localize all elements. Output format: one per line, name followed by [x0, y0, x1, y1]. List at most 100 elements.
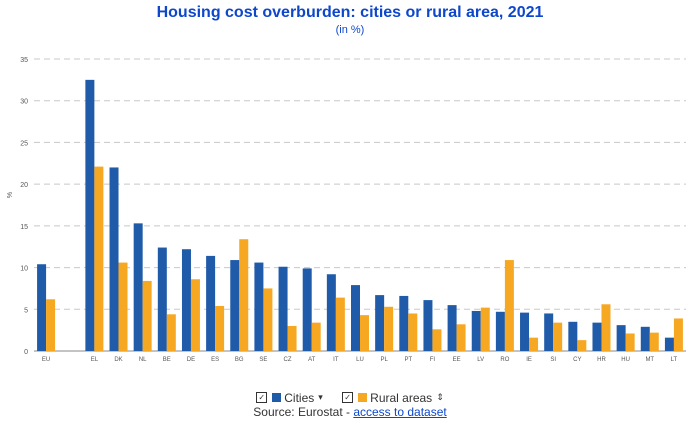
legend-item-rural-areas[interactable]: ✓ Rural areas ⇕ — [342, 391, 444, 405]
bar-rural-areas-lu — [360, 315, 369, 351]
bar-cities-el — [85, 79, 95, 351]
cities-checkbox-icon[interactable]: ✓ — [256, 392, 268, 403]
y-tick-label: 15 — [20, 224, 28, 231]
bar-cities-mt — [640, 326, 650, 351]
bar-rural-areas-si — [553, 322, 563, 351]
bar-rural-areas-be — [166, 314, 176, 351]
bar-cities-lu — [351, 285, 360, 351]
x-tick-label: NL — [139, 357, 147, 363]
x-tick-label: ES — [211, 357, 219, 363]
bar-rural-areas-pl — [384, 306, 394, 351]
bar-rural-areas-dk — [118, 262, 128, 351]
x-tick-label: HR — [597, 357, 606, 363]
bar-rural-areas-cy — [577, 340, 587, 351]
bar-rural-areas-nl — [142, 280, 152, 351]
chart-subtitle: (in %) — [335, 24, 365, 36]
bar-cities-ie — [520, 312, 530, 351]
x-tick-label: IT — [333, 357, 339, 363]
bar-rural-areas-hr — [601, 304, 611, 351]
bar-cities-eu — [37, 264, 47, 351]
bar-cities-si — [544, 313, 554, 351]
bar-rural-areas-es — [215, 305, 225, 351]
chart-title: Housing cost overburden: cities or rural… — [156, 4, 544, 21]
x-tick-label: AT — [308, 357, 316, 363]
bar-cities-cz — [278, 266, 288, 351]
x-tick-label: IE — [526, 357, 532, 363]
x-tick-label: MT — [645, 357, 654, 363]
x-tick-label: EE — [453, 357, 461, 363]
y-tick-label: 25 — [20, 140, 28, 147]
rural-checkbox-icon[interactable]: ✓ — [342, 392, 354, 403]
bar-cities-lt — [664, 337, 674, 351]
x-tick-label: HU — [621, 357, 630, 363]
rural-swatch — [358, 393, 368, 402]
bar-rural-areas-lt — [673, 318, 683, 351]
bar-rural-areas-mt — [649, 332, 659, 351]
bar-cities-ee — [447, 305, 457, 351]
bar-rural-areas-cz — [287, 325, 297, 351]
bar-rural-areas-ee — [456, 324, 466, 351]
x-tick-label: BG — [235, 357, 244, 363]
y-axis-label: % — [7, 192, 14, 198]
bar-cities-de — [181, 249, 191, 351]
bar-cities-hr — [592, 322, 602, 351]
bar-cities-se — [254, 262, 264, 351]
bar-rural-areas-ie — [529, 337, 539, 351]
rural-areas-label: Rural areas — [370, 390, 433, 405]
y-tick-label: 5 — [24, 307, 28, 314]
cities-label: Cities — [284, 390, 315, 405]
bar-rural-areas-pt — [408, 313, 418, 351]
bar-cities-hu — [616, 325, 626, 351]
x-tick-label: LT — [671, 357, 678, 363]
bar-chart: 0 5 10 15 20 25 30 35% EU EL DK NL BE DE ES BG SE CZ AT IT L… — [7, 57, 686, 363]
bar-rural-areas-hu — [625, 333, 635, 351]
bar-cities-be — [157, 247, 167, 351]
bar-rural-areas-de — [190, 279, 200, 351]
x-tick-label: SI — [550, 357, 556, 363]
x-tick-label: CZ — [284, 357, 292, 363]
x-tick-label: CY — [573, 357, 581, 363]
bar-rural-areas-el — [94, 166, 104, 351]
bar-cities-pl — [375, 295, 385, 351]
x-tick-label: DK — [114, 357, 122, 363]
bar-cities-pt — [399, 295, 409, 351]
x-tick-label: PT — [404, 357, 412, 363]
bar-cities-cy — [568, 321, 578, 351]
y-tick-label: 0 — [24, 349, 28, 356]
source-line: Source: Eurostat - access to dataset — [0, 405, 700, 419]
bar-cities-dk — [109, 167, 119, 351]
bar-rural-areas-eu — [46, 299, 56, 351]
x-tick-label: FI — [430, 357, 436, 363]
source-prefix: Source: Eurostat - — [253, 405, 354, 419]
y-tick-label: 35 — [20, 57, 28, 64]
x-tick-label: EU — [42, 357, 50, 363]
bar-rural-areas-it — [335, 297, 345, 351]
bar-cities-nl — [133, 223, 143, 351]
x-tick-label: LV — [477, 357, 484, 363]
x-tick-label: SE — [259, 357, 267, 363]
bar-rural-areas-lv — [480, 307, 490, 351]
y-tick-label: 10 — [20, 266, 28, 273]
bar-rural-areas-ro — [504, 260, 514, 351]
y-tick-label: 30 — [20, 99, 28, 106]
bar-cities-fi — [423, 300, 433, 351]
access-to-dataset-link[interactable]: access to dataset — [353, 405, 447, 419]
sort-down-icon[interactable]: ▾ — [318, 392, 323, 402]
bar-rural-areas-se — [263, 288, 273, 351]
x-tick-label: EL — [91, 357, 99, 363]
bar-cities-ro — [495, 311, 505, 351]
legend-item-cities[interactable]: ✓ Cities ▾ — [256, 391, 323, 405]
bar-rural-areas-at — [311, 322, 321, 351]
legend: ✓ Cities ▾ ✓ Rural areas ⇕ — [0, 389, 700, 405]
bar-cities-it — [326, 274, 336, 351]
bar-cities-lv — [471, 310, 481, 351]
cities-swatch — [272, 393, 282, 402]
bar-rural-areas-fi — [432, 329, 442, 351]
x-tick-label: RO — [500, 357, 509, 363]
x-tick-label: BE — [163, 357, 171, 363]
bar-cities-es — [206, 255, 216, 351]
bar-cities-at — [302, 268, 312, 351]
bar-cities-bg — [230, 260, 240, 351]
sort-updown-icon[interactable]: ⇕ — [436, 392, 444, 402]
x-tick-label: DE — [187, 357, 195, 363]
